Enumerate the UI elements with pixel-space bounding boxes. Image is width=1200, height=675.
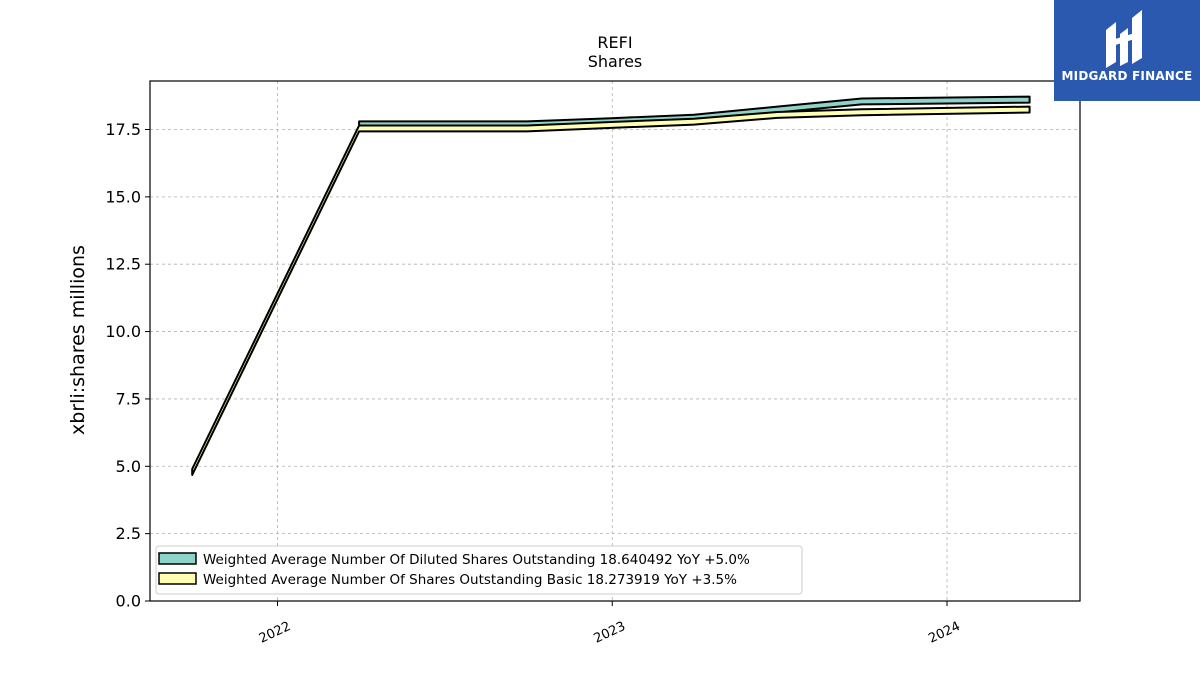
y-tick-label: 5.0	[116, 457, 141, 476]
y-tick-label: 17.5	[105, 120, 141, 139]
legend-swatch	[158, 552, 197, 565]
legend-swatch	[158, 572, 197, 585]
plot-frame	[149, 80, 1081, 602]
legend-box	[155, 545, 803, 595]
y-axis-label: xbrli:shares millions	[67, 245, 89, 435]
y-tick-label: 10.0	[105, 322, 141, 341]
y-tick-label: 0.0	[116, 592, 141, 611]
x-tick-label: 2024	[926, 619, 962, 647]
y-tick-label: 2.5	[116, 524, 141, 543]
x-tick-label: 2022	[257, 619, 293, 647]
chart-title: REFI	[597, 33, 632, 52]
chart-subtitle: Shares	[588, 52, 643, 71]
midgard-finance-logo: MIDGARD FINANCE	[1054, 0, 1200, 101]
series-basic-area	[191, 105, 1031, 476]
logo-mark-icon	[1106, 10, 1142, 68]
x-tick-label: 2023	[592, 619, 628, 647]
y-tick-label: 12.5	[105, 255, 141, 274]
legend-entry-label: Weighted Average Number Of Shares Outsta…	[203, 572, 737, 588]
y-tick-label: 15.0	[105, 187, 141, 206]
legend-entry-label: Weighted Average Number Of Diluted Share…	[203, 552, 750, 568]
logo-text: MIDGARD FINANCE	[1061, 69, 1193, 83]
y-tick-label: 7.5	[116, 389, 141, 408]
legend: Weighted Average Number Of Diluted Share…	[155, 545, 803, 595]
plot-area	[191, 95, 1031, 476]
grid	[150, 81, 1080, 602]
